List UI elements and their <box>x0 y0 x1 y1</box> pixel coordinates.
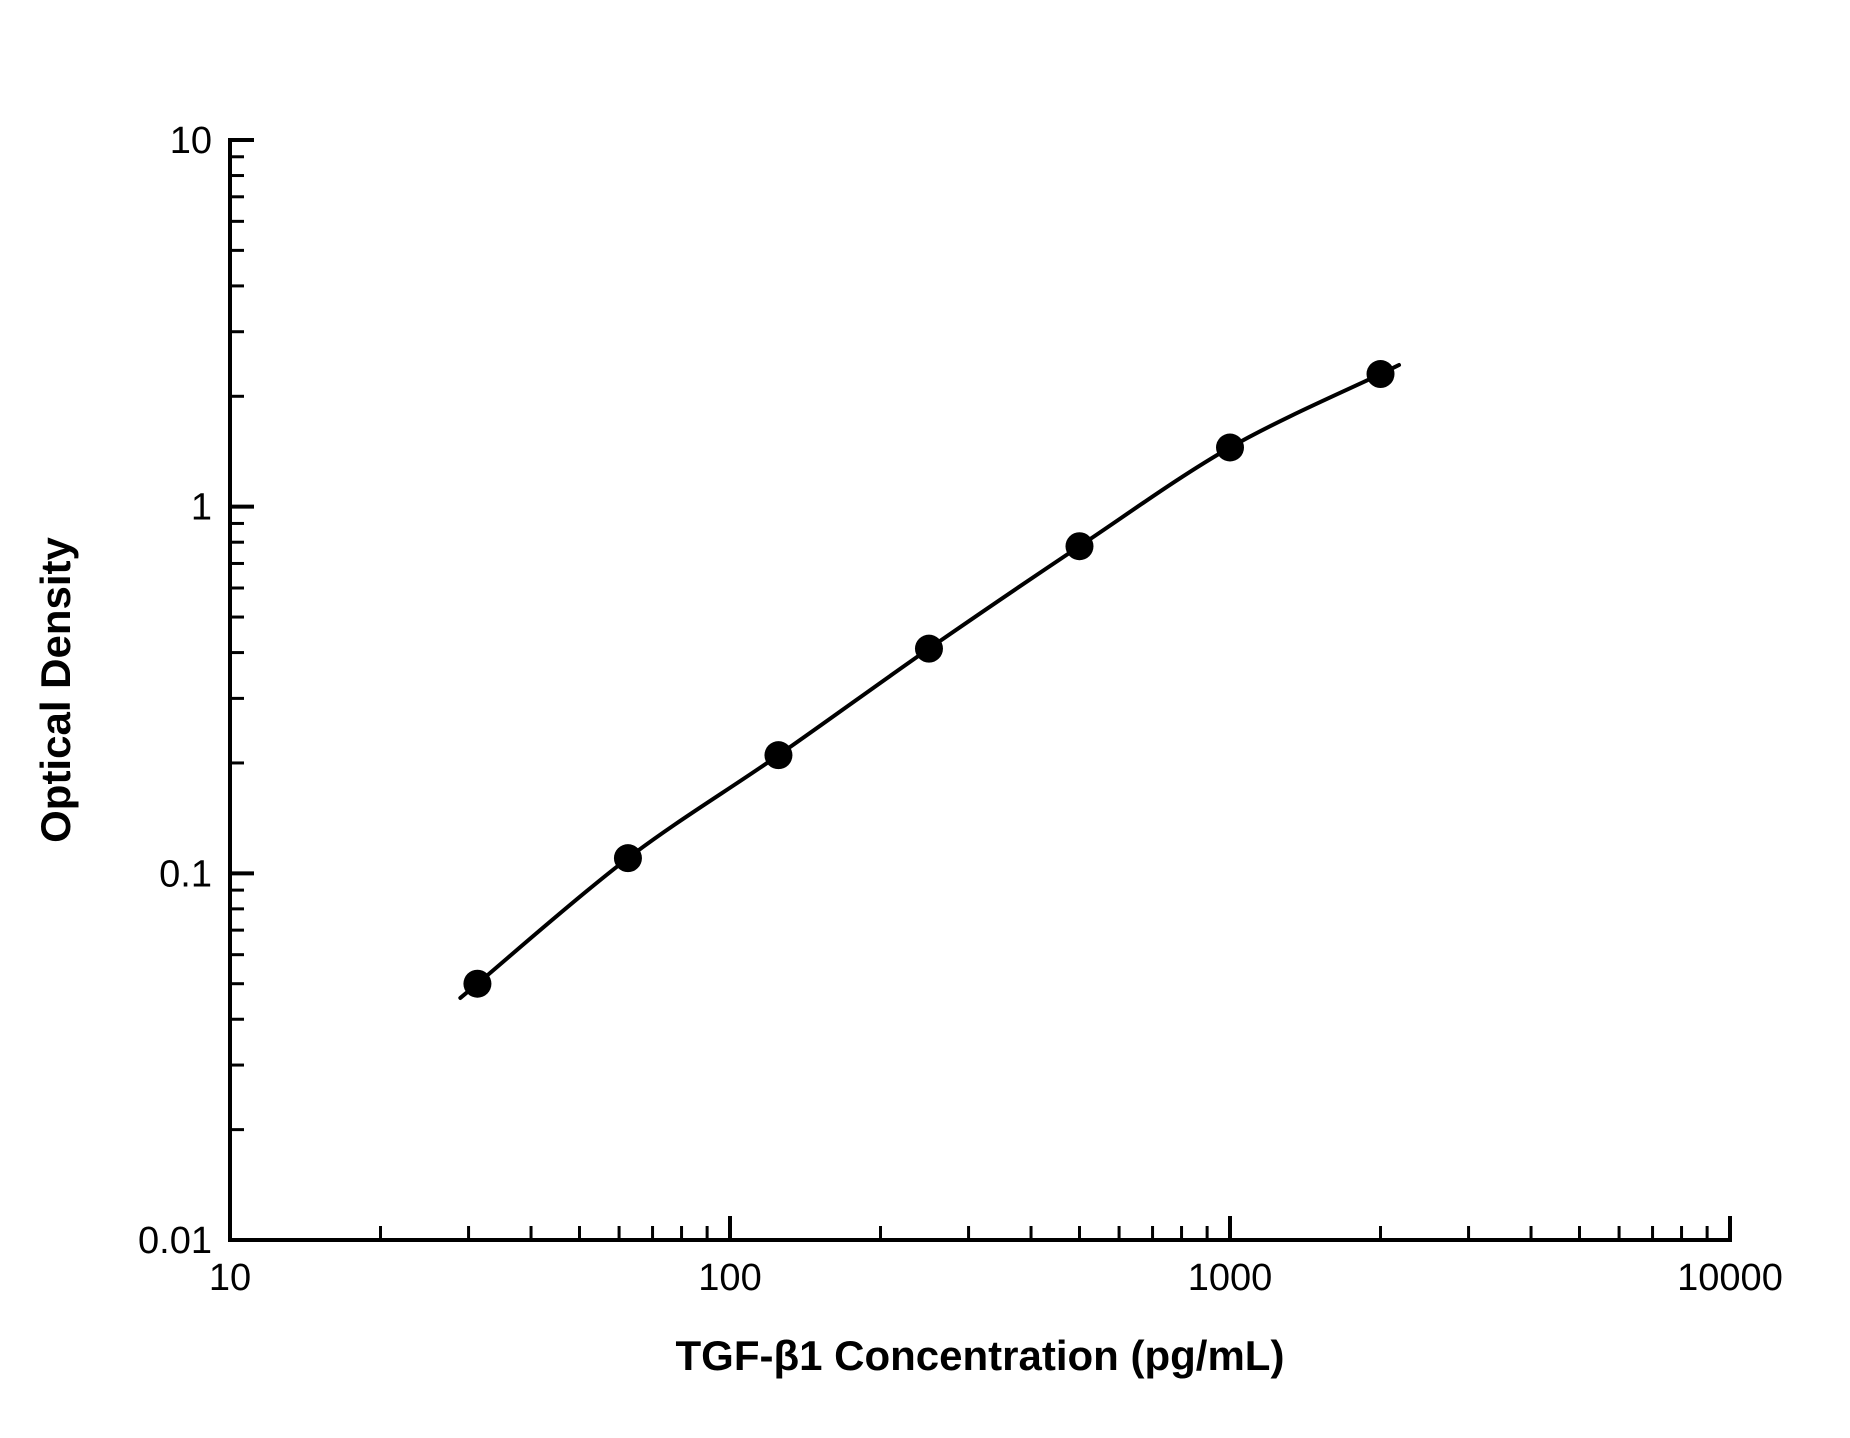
x-axis-label: TGF-β1 Concentration (pg/mL) <box>676 1332 1285 1379</box>
y-tick-label: 0.1 <box>159 853 212 895</box>
x-tick-label: 100 <box>698 1257 761 1299</box>
data-point <box>915 635 943 663</box>
x-tick-label: 1000 <box>1188 1257 1273 1299</box>
data-point <box>614 844 642 872</box>
series-line <box>460 365 1399 998</box>
x-tick-label: 10 <box>209 1257 251 1299</box>
data-point <box>1065 532 1093 560</box>
data-point <box>1216 433 1244 461</box>
y-tick-label: 10 <box>170 120 212 162</box>
y-tick-label: 1 <box>191 487 212 529</box>
y-axis-label: Optical Density <box>32 536 79 842</box>
data-point <box>764 741 792 769</box>
data-point <box>463 970 491 998</box>
x-tick-label: 10000 <box>1677 1257 1783 1299</box>
y-tick-label: 0.01 <box>138 1220 212 1262</box>
data-point <box>1367 360 1395 388</box>
log-log-chart: 10 100 1000 10000 0.01 0.1 1 10 TGF-β1 Concentra… <box>0 0 1850 1438</box>
